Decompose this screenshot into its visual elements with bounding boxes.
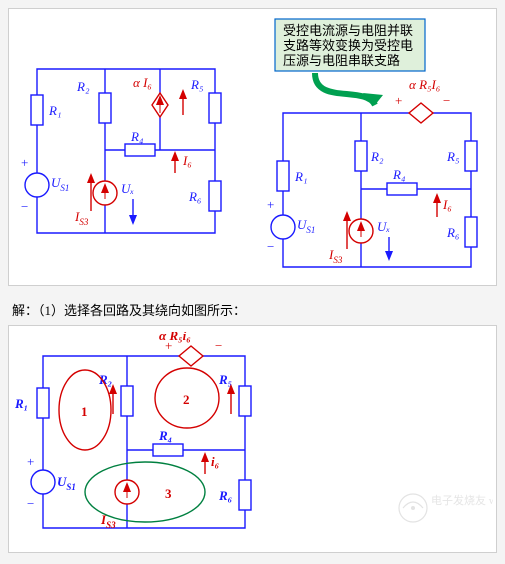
svg-text:+: + — [267, 197, 274, 212]
figure-top-svg: 受控电流源与电阻并联 支路等效变换为受控电 压源与电阻串联支路 R₁ + − U… — [15, 15, 493, 275]
svg-text:3: 3 — [165, 486, 172, 501]
I6-label-left: I₆ — [182, 153, 192, 168]
svg-text:−: − — [215, 338, 222, 353]
svg-text:IS3: IS3 — [100, 512, 116, 530]
R2-label: R₂ — [76, 79, 90, 94]
R6 — [209, 181, 221, 211]
svg-text:1: 1 — [81, 404, 88, 419]
svg-text:US1: US1 — [57, 474, 76, 492]
svg-text:R₅: R₅ — [218, 372, 232, 387]
US1-label: US1 — [51, 175, 69, 193]
ctrl-vsrc-right — [409, 103, 433, 123]
svg-text:+: + — [395, 93, 402, 108]
watermark: 电子发烧友 www.elecfans.com — [399, 493, 493, 522]
left-circuit: R₁ + − US1 R₂ α I₆ R₅ R₄ I₆ IS3 — [21, 69, 221, 233]
IS3-label-left: IS3 — [74, 209, 89, 227]
US1-plus: + — [21, 155, 28, 170]
R4-label: R₄ — [130, 129, 144, 144]
svg-text:US1: US1 — [297, 217, 315, 235]
transform-arrow — [315, 73, 375, 105]
svg-text:R₄: R₄ — [392, 167, 406, 182]
figure-bottom-svg: R₁ + − US1 R₂ + − α R₅i₆ R₅ R₄ i₆ — [15, 332, 493, 542]
svg-text:R₆: R₆ — [218, 488, 233, 503]
svg-text:2: 2 — [183, 392, 190, 407]
svg-text:i₆: i₆ — [211, 454, 220, 469]
solution-text: 解：（1）选择各回路及其绕向如图所示： — [12, 300, 497, 319]
svg-text:R₂: R₂ — [370, 149, 384, 164]
R2 — [99, 93, 111, 123]
figure-top-panel: 受控电流源与电阻并联 支路等效变换为受控电 压源与电阻串联支路 R₁ + − U… — [8, 8, 497, 286]
alphaR5I6-label: α R₅I₆ — [409, 77, 440, 92]
svg-text:−: − — [27, 496, 34, 511]
R5 — [209, 93, 221, 123]
loop-3 — [85, 462, 205, 522]
svg-text:Uₓ: Uₓ — [377, 219, 390, 234]
svg-text:R₅: R₅ — [446, 149, 459, 164]
US1-minus: − — [21, 199, 28, 214]
svg-text:+: + — [27, 454, 34, 469]
note-line3: 压源与电阻串联支路 — [283, 53, 400, 68]
US1-source — [25, 173, 49, 197]
svg-text:R₆: R₆ — [446, 225, 459, 240]
R1-label: R₁ — [48, 103, 61, 118]
svg-text:R₄: R₄ — [158, 428, 172, 443]
note-line2: 支路等效变换为受控电 — [283, 38, 413, 53]
svg-text:R₁: R₁ — [15, 396, 28, 411]
svg-text:IS3: IS3 — [328, 247, 343, 265]
svg-text:−: − — [267, 239, 274, 254]
R4 — [125, 144, 155, 156]
R6-label: R₆ — [188, 189, 201, 204]
svg-text:−: − — [443, 93, 450, 108]
alphaI6-label: α I₆ — [133, 75, 152, 90]
figure-bottom-panel: R₁ + − US1 R₂ + − α R₅i₆ R₅ R₄ i₆ — [8, 325, 497, 553]
R1 — [31, 95, 43, 125]
svg-text:I₆: I₆ — [442, 197, 452, 212]
alphaR5i6: α R₅i₆ — [159, 332, 191, 343]
svg-text:电子发烧友 www.elecfans.com: 电子发烧友 www.elecfans.com — [431, 493, 493, 507]
Ux-left: Uₓ — [121, 181, 134, 196]
svg-text:R₁: R₁ — [294, 169, 307, 184]
note-line1: 受控电流源与电阻并联 — [283, 23, 413, 38]
R5-label: R₅ — [190, 77, 203, 92]
